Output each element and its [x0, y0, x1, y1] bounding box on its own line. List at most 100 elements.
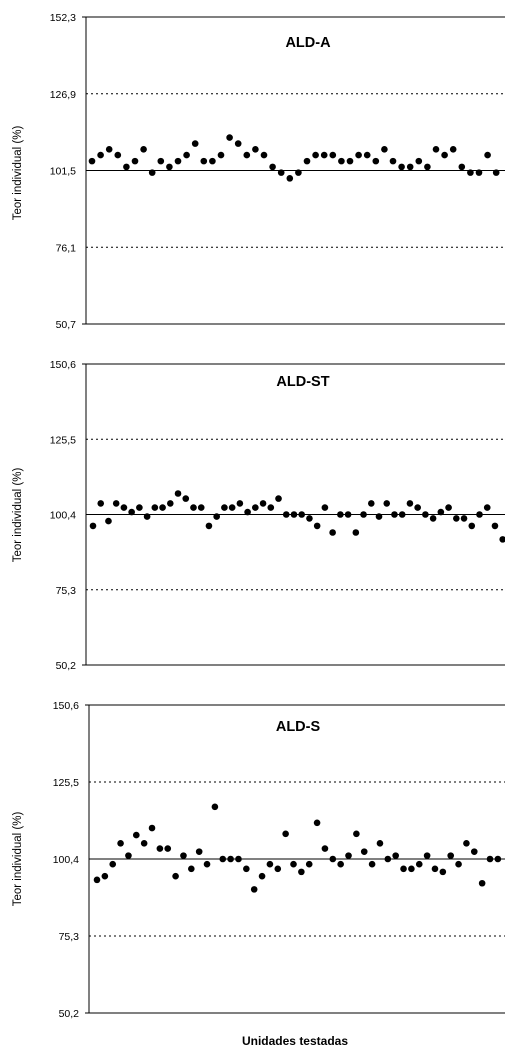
data-point [131, 157, 139, 165]
data-point [381, 146, 388, 153]
data-point [355, 151, 362, 159]
data-point [329, 855, 337, 863]
data-point [414, 504, 421, 511]
data-point [408, 865, 415, 873]
data-point [445, 504, 452, 511]
data-point [476, 511, 483, 518]
data-point [372, 157, 380, 165]
data-point [203, 860, 211, 868]
data-point [406, 500, 414, 507]
data-point [205, 522, 213, 530]
data-point [352, 529, 360, 536]
data-point [88, 157, 96, 165]
data-point [376, 840, 384, 847]
data-point [164, 845, 172, 852]
data-point [470, 848, 478, 855]
data-point [484, 151, 491, 159]
data-point [360, 511, 367, 518]
data-point [156, 845, 164, 852]
data-point [174, 490, 182, 497]
data-point [398, 511, 406, 518]
data-point [190, 504, 197, 511]
x-axis-label: Unidades testadas [242, 1034, 348, 1048]
data-point [306, 515, 313, 522]
data-point [415, 860, 423, 868]
data-point [429, 515, 437, 522]
data-point [89, 522, 97, 530]
data-point [329, 151, 337, 159]
data-point [167, 500, 174, 507]
data-point [101, 872, 109, 880]
y-tick-label: 150,6 [53, 700, 79, 712]
data-point [303, 157, 311, 165]
panel-ald-a: ALD-A Teor individual (%) 152,3 126,9 101,… [12, 12, 505, 331]
data-point [217, 151, 225, 159]
data-point [463, 840, 470, 847]
data-point [338, 157, 345, 165]
data-point [140, 840, 148, 847]
data-point [298, 511, 306, 518]
data-point [266, 860, 274, 868]
data-point [439, 868, 447, 876]
data-point [432, 146, 440, 153]
data-point [191, 140, 199, 147]
data-point [128, 508, 135, 516]
data-point [337, 860, 344, 868]
data-point [228, 504, 236, 511]
data-point [491, 522, 499, 530]
data-point [290, 860, 297, 868]
data-point [337, 511, 344, 518]
data-point [437, 508, 445, 516]
data-point [219, 855, 227, 863]
data-point [243, 151, 251, 159]
data-point [478, 879, 486, 887]
data-point [105, 146, 113, 153]
data-point [243, 865, 250, 873]
data-point [392, 852, 399, 859]
data-point [252, 146, 259, 153]
data-point [143, 513, 151, 520]
data-point [151, 504, 159, 511]
chart-title: ALD-A [285, 35, 331, 51]
data-point [375, 513, 383, 520]
data-point [406, 163, 414, 171]
data-point [329, 529, 336, 536]
data-point [269, 163, 276, 171]
data-point [312, 151, 319, 159]
data-point [344, 511, 352, 518]
y-tick-label: 100,4 [50, 510, 76, 522]
data-point [93, 876, 101, 884]
data-point [321, 504, 329, 511]
data-point [180, 852, 187, 859]
data-point [136, 504, 143, 511]
data-point [313, 819, 321, 827]
data-point [209, 157, 216, 165]
data-point [200, 157, 208, 165]
data-point [486, 855, 494, 863]
data-point [114, 151, 122, 159]
data-point [346, 157, 354, 165]
data-point [363, 151, 371, 159]
y-axis-label: Teor individual (%) [12, 812, 24, 907]
data-point [275, 495, 282, 502]
y-tick-label: 75,3 [56, 585, 77, 597]
data-point [174, 157, 182, 165]
data-point [467, 169, 474, 176]
data-point [221, 504, 228, 511]
data-point [298, 868, 305, 876]
data-point [282, 511, 290, 518]
data-point [290, 511, 298, 518]
y-tick-label: 75,3 [59, 931, 80, 943]
data-point [460, 515, 468, 522]
data-point [133, 831, 140, 839]
data-point [305, 860, 313, 868]
data-point [159, 504, 166, 511]
data-point [120, 504, 128, 511]
y-tick-label: 150,6 [50, 359, 76, 371]
data-point [244, 508, 251, 516]
data-point [250, 886, 258, 893]
data-point [125, 852, 132, 859]
data-point [483, 504, 491, 511]
y-tick-label: 125,5 [53, 777, 79, 789]
data-point [234, 140, 242, 147]
